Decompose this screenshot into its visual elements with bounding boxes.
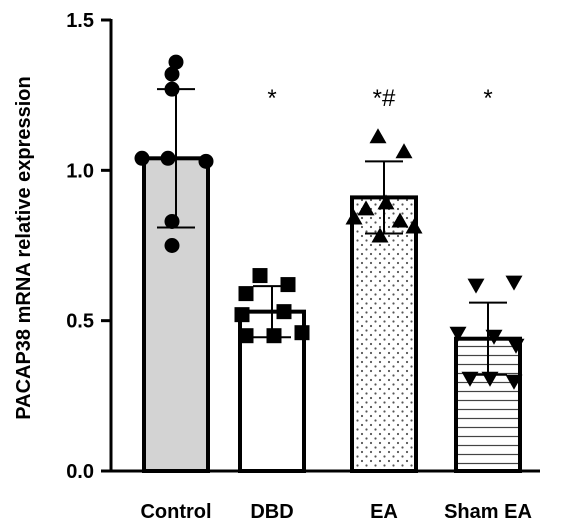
- data-point-square: [280, 277, 296, 293]
- data-point-circle: [164, 66, 180, 82]
- x-tick-label: EA: [370, 501, 398, 523]
- x-tick-label: DBD: [250, 501, 293, 523]
- data-point-square: [294, 325, 310, 341]
- bars: [142, 156, 522, 473]
- y-axis-ticks: 0.0 0.5 1.0 1.5: [66, 10, 111, 483]
- data-point-circle: [160, 150, 176, 166]
- data-point-square: [276, 304, 292, 320]
- data-point-triangle-up: [405, 218, 423, 234]
- data-point-triangle-up: [377, 194, 395, 210]
- data-point-triangle-down: [461, 371, 479, 387]
- data-points: [134, 54, 525, 390]
- y-tick-label: 1.0: [66, 160, 94, 182]
- data-point-triangle-up: [395, 143, 413, 159]
- data-point-triangle-down: [505, 374, 523, 390]
- data-point-triangle-up: [357, 200, 375, 216]
- data-point-circle: [198, 153, 214, 169]
- data-point-square: [252, 268, 268, 284]
- data-point-triangle-up: [371, 227, 389, 243]
- data-point-circle: [134, 150, 150, 166]
- data-point-triangle-down: [467, 278, 485, 294]
- y-tick-label: 0.0: [66, 461, 94, 483]
- data-point-triangle-down: [485, 329, 503, 345]
- x-tick-label: Control: [140, 501, 211, 523]
- significance-mark: *#: [373, 85, 396, 112]
- significance-mark: *: [267, 85, 276, 112]
- data-point-triangle-up: [369, 128, 387, 144]
- y-axis-label: PACAP38 mRNA relative expression: [13, 76, 35, 419]
- data-point-square: [234, 307, 250, 323]
- data-point-triangle-up: [391, 212, 409, 228]
- significance-marks: * *# *: [267, 85, 492, 112]
- y-tick-label: 1.5: [66, 10, 94, 32]
- data-point-triangle-down: [449, 326, 467, 342]
- data-point-triangle-down: [481, 371, 499, 387]
- x-tick-label: Sham EA: [444, 501, 532, 523]
- data-point-triangle-down: [507, 338, 525, 354]
- data-point-circle: [164, 81, 180, 97]
- data-point-circle: [164, 213, 180, 229]
- data-point-triangle-up: [345, 209, 363, 225]
- data-point-square: [238, 328, 254, 344]
- y-tick-label: 0.5: [66, 311, 94, 333]
- data-point-triangle-down: [505, 275, 523, 291]
- data-point-square: [238, 286, 254, 302]
- data-point-square: [266, 328, 282, 344]
- x-axis-labels: Control DBD EA Sham EA: [140, 501, 531, 523]
- significance-mark: *: [483, 85, 492, 112]
- data-point-circle: [168, 54, 184, 70]
- data-point-circle: [164, 238, 180, 253]
